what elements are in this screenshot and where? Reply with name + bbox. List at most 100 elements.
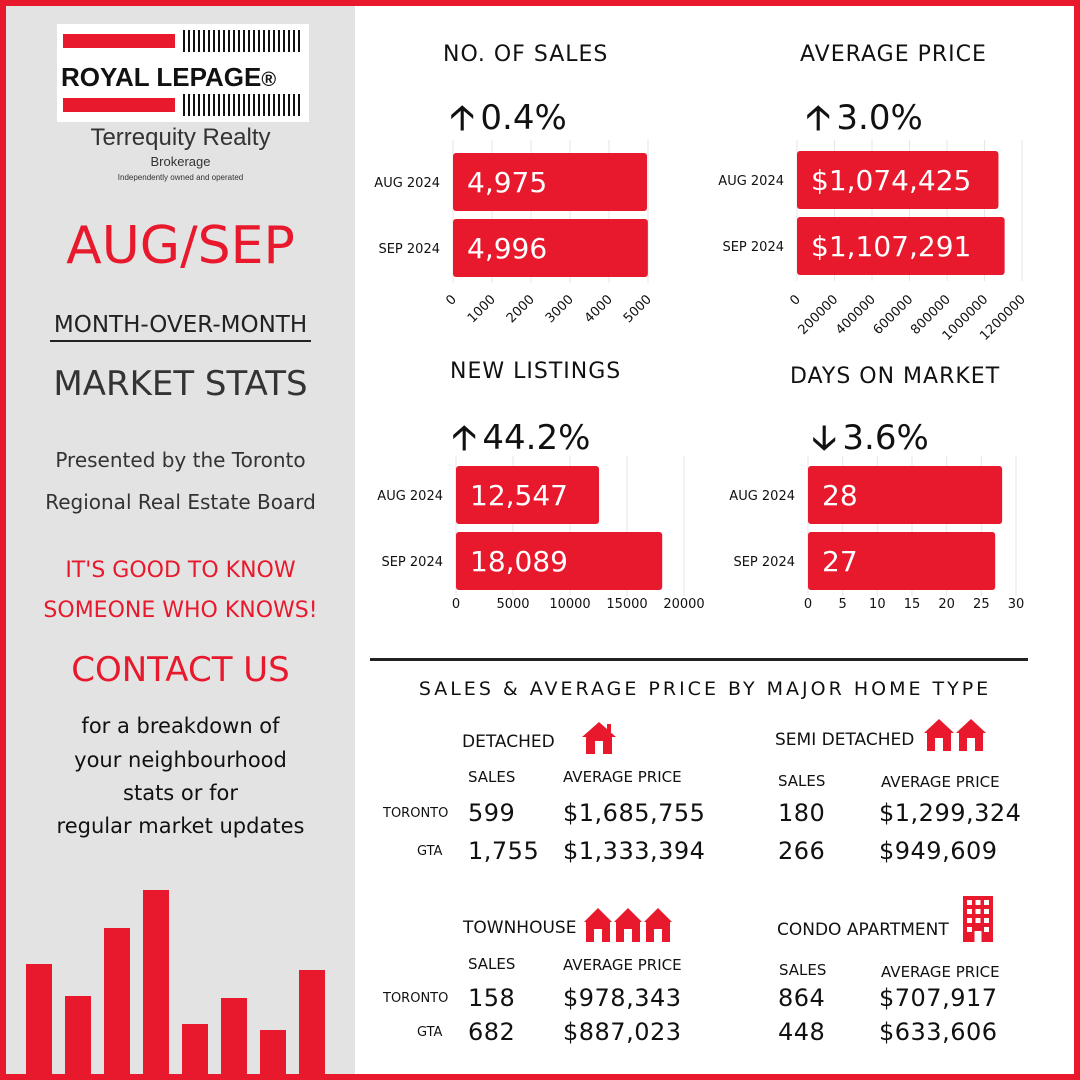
decor-bar <box>221 998 247 1074</box>
decor-bar <box>104 928 130 1074</box>
change-sales: 🡡 0.4% <box>450 94 567 151</box>
category-label: SEP 2024 <box>381 555 443 570</box>
arrow-down-icon: 🡣 <box>812 418 837 458</box>
apartment-building-icon <box>963 896 993 942</box>
bar <box>456 466 600 524</box>
townhouse-row-gta: GTA <box>417 1025 443 1040</box>
arrow-up-icon: 🡡 <box>450 98 475 138</box>
tick-label: 25 <box>973 597 990 612</box>
tagline-line-1: IT'S GOOD TO KNOW <box>65 558 296 583</box>
tick-label: 3000 <box>543 292 577 326</box>
logo-red-bar-bottom <box>63 98 175 112</box>
chart-title-days-on-market: DAYS ON MARKET <box>790 364 1001 389</box>
townhouse-sales-header: SALES <box>468 955 516 973</box>
condo-price-header: AVERAGE PRICE <box>881 963 1000 981</box>
decor-bar <box>143 890 169 1074</box>
presented-line-1: Presented by the Toronto <box>55 448 306 472</box>
semi-sales-gta: 266 <box>778 837 826 865</box>
bar <box>453 153 648 211</box>
independent-note: Independently owned and operated <box>117 173 244 182</box>
tick-label: 20000 <box>663 597 704 612</box>
townhouse-sales-toronto: 158 <box>468 984 516 1012</box>
decor-bar <box>65 996 91 1074</box>
bar-value-label: 12,547 <box>470 479 568 512</box>
bar <box>453 219 648 277</box>
category-label: AUG 2024 <box>374 176 440 191</box>
decor-bar <box>182 1024 208 1074</box>
tick-label: 15000 <box>606 597 647 612</box>
category-label: AUG 2024 <box>718 174 784 189</box>
tick-label: 10 <box>869 597 886 612</box>
semi-detached-houses-icon <box>924 719 986 751</box>
tick-label: 1000 <box>465 292 499 326</box>
detached-row-toronto: TORONTO <box>383 806 449 821</box>
bar-value-label: $1,074,425 <box>811 164 971 197</box>
tick-label: 0 <box>804 597 812 612</box>
tick-label: 15 <box>904 597 921 612</box>
logo-stripes-bottom <box>183 94 303 116</box>
bar <box>797 217 1005 275</box>
category-label: SEP 2024 <box>733 555 795 570</box>
condo-sales-header: SALES <box>779 961 827 979</box>
condo-price-gta: $633,606 <box>879 1018 998 1046</box>
tick-label: 600000 <box>871 292 917 338</box>
detached-price-toronto: $1,685,755 <box>563 799 706 827</box>
semi-detached-title: SEMI DETACHED <box>775 730 915 750</box>
sidebar-panel: ROYAL LEPAGE® Terrequity Realty Brokerag… <box>6 6 355 1074</box>
change-avg-price: 🡡 3.0% <box>806 94 923 151</box>
chart-title-avg-price: AVERAGE PRICE <box>800 42 987 67</box>
contact-line-2: your neighbourhood <box>74 748 287 772</box>
bar <box>808 466 1003 524</box>
royal-lepage-logo: ROYAL LEPAGE® <box>57 24 309 122</box>
contact-line-1: for a breakdown of <box>81 714 280 738</box>
townhouse-row-toronto: TORONTO <box>383 991 449 1006</box>
house-icon <box>582 722 616 754</box>
condo-sales-toronto: 864 <box>778 984 826 1012</box>
detached-title: DETACHED <box>462 732 555 752</box>
category-label: SEP 2024 <box>378 242 440 257</box>
condo-sales-gta: 448 <box>778 1018 826 1046</box>
detached-sales-toronto: 599 <box>468 799 516 827</box>
tick-label: 10000 <box>549 597 590 612</box>
tick-label: 0 <box>452 597 460 612</box>
bar-value-label: 27 <box>822 545 858 578</box>
bar-value-label: 28 <box>822 479 858 512</box>
detached-sales-gta: 1,755 <box>468 837 540 865</box>
bar-value-label: 4,996 <box>467 232 547 265</box>
tick-label: 20 <box>938 597 955 612</box>
chart-title-new-listings: NEW LISTINGS <box>450 359 622 384</box>
tick-label: 200000 <box>796 292 842 338</box>
logo-stripes-top <box>183 30 303 52</box>
tick-label: 5000 <box>496 597 529 612</box>
townhouse-sales-gta: 682 <box>468 1018 516 1046</box>
category-label: AUG 2024 <box>377 489 443 504</box>
chart-days-on-market: 28 AUG 2024 27 SEP 2024 0 5 10 15 20 25 30 <box>729 456 1024 612</box>
semi-sales-header: SALES <box>778 772 826 790</box>
arrow-up-icon: 🡡 <box>806 98 831 138</box>
subtitle-market-stats: MARKET STATS <box>53 364 308 404</box>
chart-sales: 4,975 AUG 2024 4,996 SEP 2024 0 1000 2000 3000 4… <box>374 140 655 326</box>
semi-price-toronto: $1,299,324 <box>879 799 1022 827</box>
tick-label: 0 <box>787 292 803 308</box>
detached-sales-header: SALES <box>468 768 516 786</box>
townhouse-price-toronto: $978,343 <box>563 984 682 1012</box>
detached-price-header: AVERAGE PRICE <box>563 768 682 786</box>
townhouse-title: TOWNHOUSE <box>463 918 577 938</box>
category-label: SEP 2024 <box>722 240 784 255</box>
tick-label: 2000 <box>504 292 538 326</box>
semi-sales-toronto: 180 <box>778 799 826 827</box>
bar <box>797 151 999 209</box>
tagline-line-2: SOMEONE WHO KNOWS! <box>43 598 318 623</box>
tick-label: 5 <box>839 597 847 612</box>
bar-value-label: 18,089 <box>470 545 568 578</box>
logo-wordmark: ROYAL LEPAGE® <box>61 62 277 92</box>
tick-label: 4000 <box>582 292 616 326</box>
detached-row-gta: GTA <box>417 844 443 859</box>
tick-label: 5000 <box>621 292 655 326</box>
section-divider <box>370 658 1028 661</box>
presented-line-2: Regional Real Estate Board <box>45 490 316 514</box>
townhouses-icon <box>584 908 672 942</box>
home-type-section-title: SALES & AVERAGE PRICE BY MAJOR HOME TYPE <box>418 678 992 700</box>
contact-us-heading: CONTACT US <box>71 650 290 690</box>
chart-new-listings: 12,547 AUG 2024 18,089 SEP 2024 0 5000 10000 15… <box>377 456 705 612</box>
